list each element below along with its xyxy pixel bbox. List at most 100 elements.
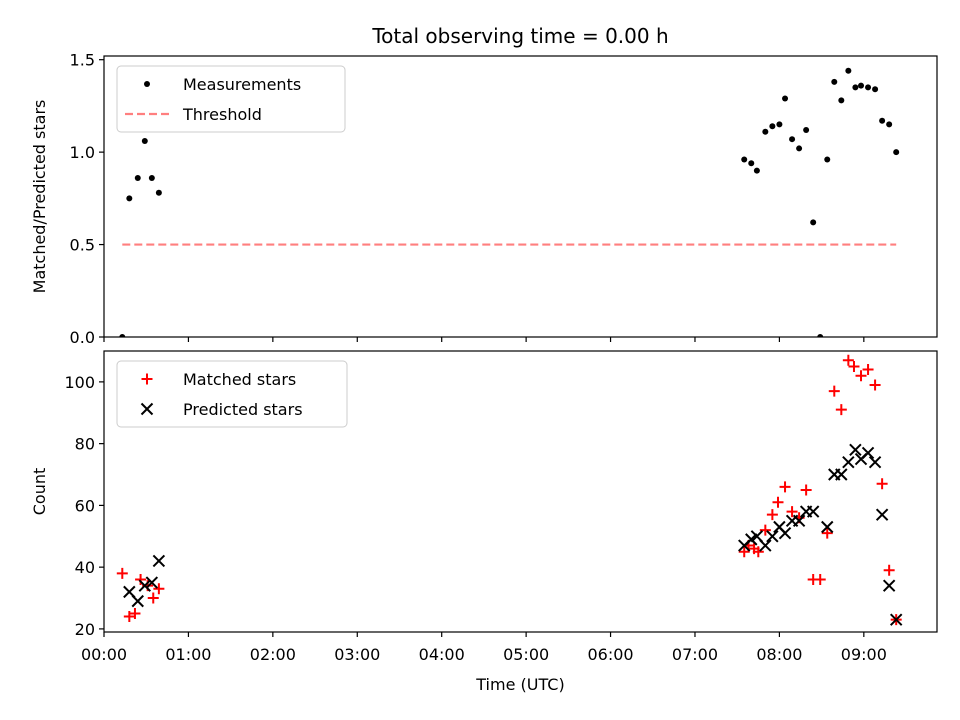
matched-star-marker (123, 611, 135, 623)
y-tick-label: 0.0 (70, 328, 95, 347)
y-tick-label: 1.0 (70, 143, 95, 162)
measurement-point (148, 175, 155, 182)
legend-box (116, 360, 348, 428)
predicted-star-marker (766, 530, 779, 543)
matched-star-marker (135, 574, 147, 586)
legend-box (116, 65, 346, 133)
matched-star-marker (779, 481, 791, 493)
measurement-point (817, 334, 824, 337)
measurement-point (838, 97, 845, 104)
matched-star-marker (876, 478, 888, 490)
plot-series (116, 354, 903, 626)
y-tick-label: 100 (64, 373, 95, 392)
legend-label: Measurements (183, 75, 301, 94)
matched-star-marker (862, 364, 874, 376)
predicted-star-marker (759, 539, 772, 552)
y-axis-label: Matched/Predicted stars (30, 100, 49, 294)
measurement-point (753, 167, 760, 174)
predicted-star-marker (131, 594, 144, 608)
matched-star-marker (842, 354, 854, 366)
x-tick-label: 05:00 (503, 645, 549, 664)
measurement-point (886, 121, 893, 128)
predicted-star-marker (835, 468, 848, 481)
matched-star-marker (153, 583, 165, 595)
y-tick-label: 80 (75, 435, 95, 454)
axes-frame (103, 350, 938, 633)
y-tick-label: 20 (75, 620, 95, 639)
measurement-point (858, 82, 865, 89)
matched-star-marker (855, 370, 867, 382)
matched-star-marker (766, 509, 778, 521)
matched-star-marker (800, 484, 812, 496)
legend-marker-x (140, 402, 154, 416)
predicted-star-marker (861, 446, 875, 460)
matched-star-marker (883, 564, 895, 576)
y-tick-label: 60 (75, 496, 95, 515)
plot-series (119, 67, 900, 337)
chart-title: Total observing time = 0.00 h (371, 24, 668, 48)
measurement-point (852, 84, 859, 91)
y-tick-label: 0.5 (70, 236, 95, 255)
predicted-star-marker (889, 613, 903, 626)
matched-star-marker (786, 506, 798, 518)
matched-star-marker (821, 527, 833, 539)
measurement-point (769, 123, 776, 130)
measurement-point (865, 84, 872, 91)
measurement-point (845, 67, 852, 74)
measurement-point (872, 86, 879, 93)
measurement-point (789, 136, 796, 143)
matched-star-marker (116, 567, 128, 579)
top-plot: 0.0 0.5 1.0 1.5 Total observing time = 0.00 … (30, 24, 938, 347)
matched-star-marker (814, 574, 826, 586)
matched-star-marker (772, 496, 784, 508)
axes-frame (103, 55, 938, 338)
legend-label: Matched stars (183, 370, 296, 389)
matched-star-marker (129, 607, 141, 619)
measurement-point (134, 175, 141, 182)
x-tick-label: 08:00 (756, 645, 802, 664)
measurement-point (879, 117, 886, 124)
x-axis-label: Time (UTC) (475, 675, 564, 694)
x-tick-label: 06:00 (587, 645, 633, 664)
predicted-star-marker (882, 579, 896, 592)
predicted-star-marker (868, 455, 882, 469)
legend-label: Threshold (182, 105, 262, 124)
predicted-star-marker (145, 576, 159, 589)
measurement-point (748, 160, 755, 167)
measurement-point (803, 126, 810, 133)
measurement-point (824, 156, 831, 163)
measurement-point (893, 149, 900, 156)
matched-star-marker (835, 404, 847, 416)
matched-star-marker (738, 546, 750, 558)
predicted-star-marker (849, 443, 862, 457)
predicted-star-marker (821, 520, 834, 534)
x-tick-label: 01:00 (165, 645, 211, 664)
y-tick-label: 1.5 (70, 51, 95, 70)
measurement-point (741, 156, 748, 163)
x-tick-label: 04:00 (419, 645, 465, 664)
x-tick-label: 02:00 (250, 645, 296, 664)
measurement-point (141, 138, 148, 145)
predicted-star-marker (792, 514, 806, 528)
y-tick-label: 40 (75, 558, 95, 577)
x-tick-label: 07:00 (672, 645, 718, 664)
legend-marker-dot (144, 81, 150, 87)
y-axis-label: Count (30, 468, 49, 516)
matched-star-marker (869, 379, 881, 391)
measurement-point (776, 121, 783, 128)
matched-star-marker (828, 385, 840, 397)
measurement-point (126, 195, 133, 202)
x-tick-label: 03:00 (334, 645, 380, 664)
measurement-point (831, 78, 838, 85)
measurement-point (119, 334, 126, 337)
matched-star-marker (752, 546, 764, 558)
predicted-star-marker (875, 508, 889, 521)
predicted-star-marker (152, 554, 166, 568)
predicted-star-marker (806, 505, 820, 518)
measurement-point (155, 189, 162, 196)
legend-marker-plus (141, 373, 153, 385)
measurement-point (796, 145, 803, 152)
x-tick-label: 09:00 (841, 645, 887, 664)
legend-label: Predicted stars (183, 400, 303, 419)
